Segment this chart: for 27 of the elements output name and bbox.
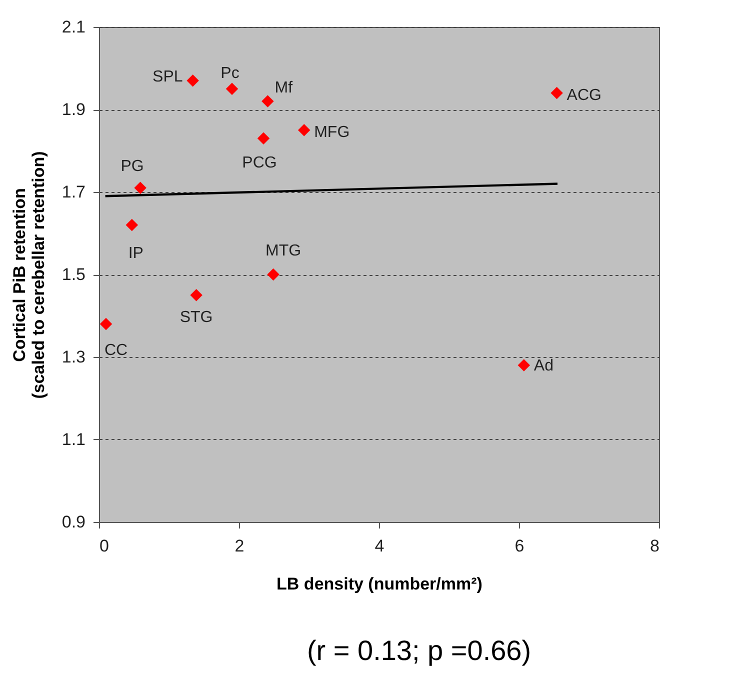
y-tick-label: 1.9: [62, 100, 86, 119]
x-tick-label: 6: [514, 536, 524, 556]
text: (r = 0.13; p =0.66): [306, 635, 532, 666]
annotation: CC: [104, 342, 128, 359]
x-axis-title: LB density (number/mm²): [276, 574, 482, 594]
x-tick-label: 4: [374, 536, 384, 556]
y-tick-label: 1.3: [62, 348, 86, 366]
annotation: Pc: [220, 64, 240, 82]
x-tick-label: 8: [650, 536, 660, 556]
annotation: Ad: [534, 357, 554, 374]
annotation: PG: [120, 158, 144, 175]
annotation: STG: [180, 309, 213, 326]
annotation: MTG: [266, 242, 302, 260]
y-tick-label: 0.9: [62, 512, 86, 532]
x-tick-label: 2: [234, 536, 244, 556]
y-tick-label: 1.1: [62, 430, 86, 449]
annotation: Mf: [274, 79, 294, 96]
annotation: ACG: [566, 87, 602, 104]
y-tick-label: 1.7: [62, 182, 86, 202]
y-tick-label: 2.1: [62, 18, 86, 36]
annotation: IP: [128, 245, 144, 262]
x-tick-label: 0: [100, 536, 109, 556]
y-tick-label: 1.5: [62, 265, 86, 284]
annotation: SPL: [152, 68, 183, 86]
y-axis-title: Cortical PiB retention (scaled to cerebellar retention): [10, 151, 48, 399]
annotation: MFG: [314, 124, 350, 142]
annotation: PCG: [242, 154, 277, 172]
